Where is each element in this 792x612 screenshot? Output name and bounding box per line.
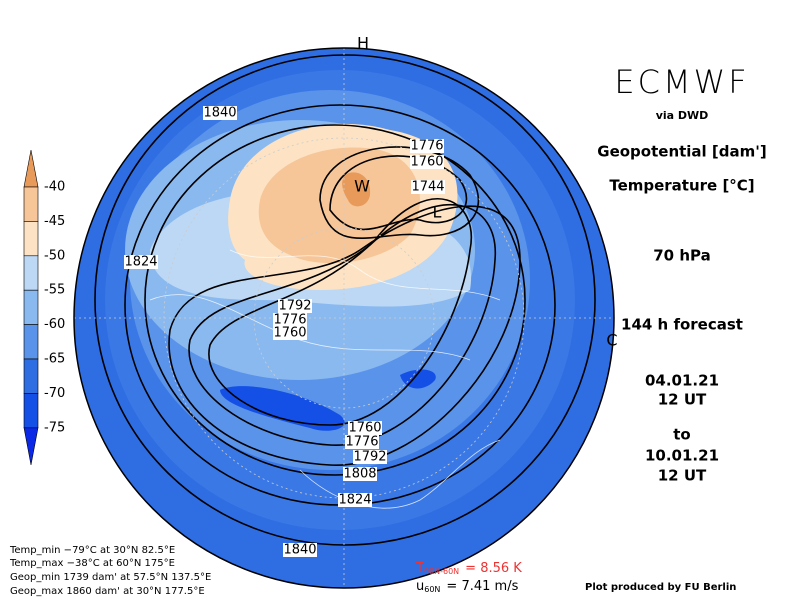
colorbar-label: -65 [44,352,65,367]
time: 12 UT [658,391,707,409]
field: Geopotential [dam'] [597,143,766,161]
contour-label: 1776 [345,435,378,450]
colorbar-segment [23,255,39,291]
date: 04.01.21 [645,372,719,390]
colorbar-label: -55 [44,283,65,298]
contour-label-bg [273,313,307,327]
colorbar-segment [23,186,39,222]
map-border [73,47,615,589]
credit: Plot produced by FU Berlin [585,582,736,593]
colorbar-segment [23,427,39,466]
contour-label-bg [410,139,444,153]
colorbar-segment [23,221,39,257]
stat: Geop_max 1860 dam' at 30°N 177.5°E [10,586,205,597]
contour-label-bg [410,155,444,169]
colorbar-segment [23,149,39,188]
contour-label-bg [345,435,379,449]
contour-label: 1824 [338,493,371,508]
contour-label-bg [411,180,445,194]
source: via DWD [656,109,709,122]
contour-label-bg [124,255,158,269]
pressure-marker: L [433,203,442,222]
contour-label-bg [343,467,377,481]
colorbar-segment [23,289,39,325]
contour-label: 1760 [273,326,306,341]
u-index: u60N = 7.41 m/s [416,579,519,594]
colorbar-label: -45 [44,214,65,229]
forecast: 144 h forecast [621,316,743,334]
date: 10.01.21 [645,447,719,465]
contour-label: 1744 [411,180,444,195]
contour-label-bg [203,106,237,120]
contour-label-bg [283,543,317,557]
contour-label: 1776 [410,139,443,154]
level: 70 hPa [653,247,711,265]
title: ECMWF [614,63,749,101]
contour-label: 1760 [348,421,381,436]
pressure-marker: C [606,331,617,350]
colorbar-segment [23,324,39,360]
contour-label: 1808 [343,467,376,482]
colorbar-label: -50 [44,248,65,263]
pressure-marker: H [357,34,369,53]
colorbar-label: -75 [44,420,65,435]
contour-label: 1840 [203,106,236,121]
pressure-marker: W [354,177,370,196]
contour-label-bg [348,421,382,435]
colorbar-label: -70 [44,386,65,401]
contour-label-bg [273,326,307,340]
contour-label: 1776 [273,313,306,328]
contour-label: 1824 [124,255,157,270]
contour-label-bg [338,493,372,507]
contour-label-bg [353,450,387,464]
colorbar: -40 -45 -50 -55 -60 -65 -70 -75 [23,149,65,466]
contour-label: 1840 [283,543,316,558]
field: Temperature [°C] [609,177,754,195]
stat: Temp_max −38°C at 60°N 175°E [9,558,175,569]
contour-label: 1792 [353,450,386,465]
to: to [673,426,690,444]
colorbar-segment [23,358,39,394]
contour-label: 1792 [278,299,311,314]
colorbar-label: -60 [44,317,65,332]
stat: Temp_min −79°C at 30°N 82.5°E [9,545,175,556]
map-disc [74,48,614,588]
contour-label-bg [278,299,312,313]
contour-label: 1760 [410,155,443,170]
time: 12 UT [658,467,707,485]
t-index: T90N-60N = 8.56 K [415,561,522,576]
stat: Geop_min 1739 dam' at 57.5°N 137.5°E [10,572,211,583]
colorbar-label: -40 [44,180,65,195]
colorbar-segment [23,393,39,429]
